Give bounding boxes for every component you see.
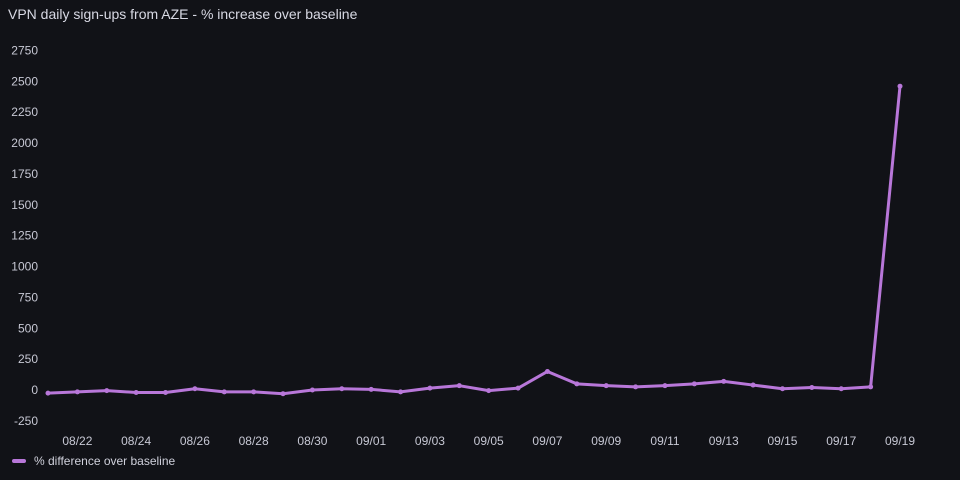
legend-label: % difference over baseline <box>34 454 176 468</box>
y-tick-label: 250 <box>18 352 38 366</box>
data-point[interactable] <box>251 389 257 395</box>
data-point[interactable] <box>221 389 227 395</box>
y-tick-label: 2250 <box>11 105 38 119</box>
data-point[interactable] <box>691 381 697 387</box>
data-point[interactable] <box>74 389 80 395</box>
data-point[interactable] <box>456 383 462 389</box>
data-point[interactable] <box>809 385 815 391</box>
data-point[interactable] <box>721 378 727 384</box>
y-tick-label: 1000 <box>11 260 38 274</box>
data-point[interactable] <box>368 386 374 392</box>
data-point[interactable] <box>163 389 169 395</box>
x-tick-label: 09/03 <box>415 434 445 448</box>
data-point[interactable] <box>339 386 345 392</box>
page-title: VPN daily sign-ups from AZE - % increase… <box>8 6 358 22</box>
data-point[interactable] <box>544 368 550 374</box>
data-point[interactable] <box>633 384 639 390</box>
data-point[interactable] <box>897 83 903 89</box>
y-tick-label: 1750 <box>11 167 38 181</box>
data-point[interactable] <box>398 389 404 395</box>
legend-swatch <box>12 459 26 463</box>
data-point[interactable] <box>104 388 110 394</box>
x-tick-label: 09/07 <box>532 434 562 448</box>
x-tick-label: 08/26 <box>180 434 210 448</box>
data-point[interactable] <box>192 386 198 392</box>
data-point[interactable] <box>603 383 609 389</box>
x-tick-label: 09/17 <box>826 434 856 448</box>
y-tick-label: 1250 <box>11 229 38 243</box>
data-point[interactable] <box>486 388 492 394</box>
y-tick-label: 2000 <box>11 136 38 150</box>
y-tick-label: 500 <box>18 321 38 335</box>
data-point[interactable] <box>750 382 756 388</box>
x-tick-label: 09/19 <box>885 434 915 448</box>
x-tick-label: 08/24 <box>121 434 151 448</box>
data-point[interactable] <box>280 391 286 397</box>
x-tick-label: 09/13 <box>709 434 739 448</box>
legend[interactable]: % difference over baseline <box>12 454 175 468</box>
data-point[interactable] <box>868 384 874 390</box>
data-point[interactable] <box>309 387 315 393</box>
x-tick-label: 09/09 <box>591 434 621 448</box>
x-tick-label: 08/28 <box>239 434 269 448</box>
data-point[interactable] <box>662 383 668 389</box>
x-tick-label: 08/30 <box>297 434 327 448</box>
x-tick-label: 09/05 <box>474 434 504 448</box>
data-point[interactable] <box>133 389 139 395</box>
y-tick-label: -250 <box>14 414 38 428</box>
x-tick-label: 08/22 <box>62 434 92 448</box>
data-point[interactable] <box>515 385 521 391</box>
data-point[interactable] <box>427 385 433 391</box>
data-point[interactable] <box>779 386 785 392</box>
data-point[interactable] <box>574 381 580 387</box>
y-tick-label: 0 <box>31 383 38 397</box>
x-tick-label: 09/01 <box>356 434 386 448</box>
y-tick-label: 2500 <box>11 74 38 88</box>
series-line[interactable] <box>47 86 902 396</box>
y-axis: -250 0 250 500 750 1000 1250 1500 1750 2000 2250 25… <box>11 43 38 428</box>
y-tick-label: 750 <box>18 290 38 304</box>
x-axis: 08/22 08/24 08/26 08/28 08/30 09/01 09/03 09/05… <box>62 434 915 448</box>
x-tick-label: 09/11 <box>650 434 679 448</box>
plot-area[interactable] <box>45 83 903 397</box>
y-tick-label: 2750 <box>11 43 38 57</box>
data-point[interactable] <box>838 386 844 392</box>
x-tick-label: 09/15 <box>767 434 797 448</box>
y-tick-label: 1500 <box>11 198 38 212</box>
data-point[interactable] <box>45 390 51 396</box>
